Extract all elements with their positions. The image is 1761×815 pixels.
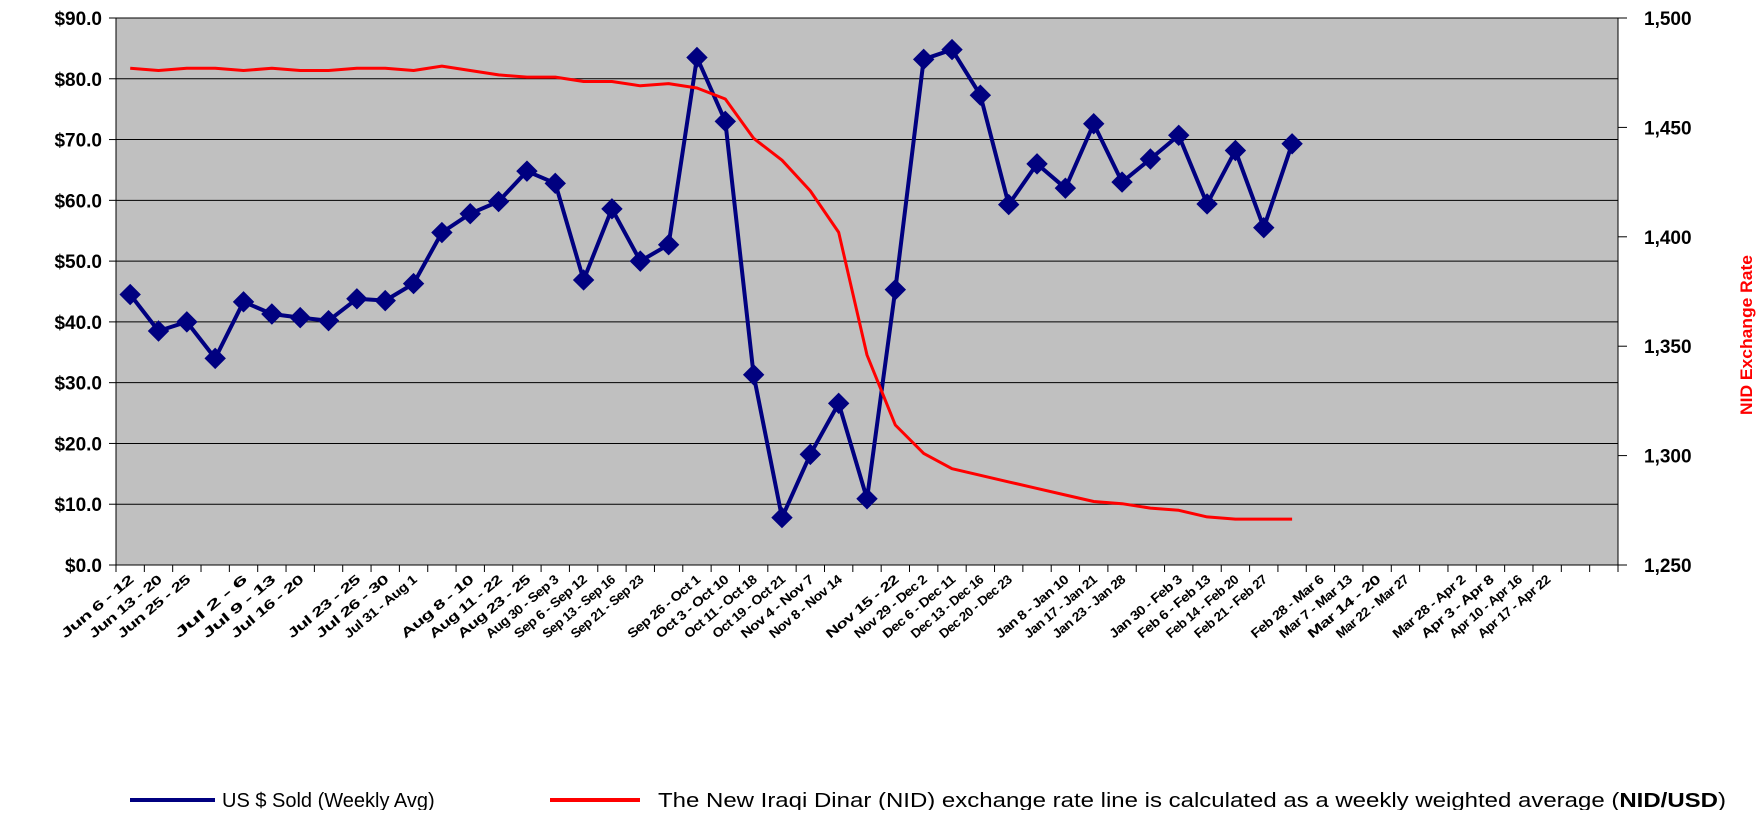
us-sold-marker — [856, 488, 878, 510]
legend: US $ Sold (Weekly Avg) The New Iraqi Din… — [130, 790, 1726, 812]
legend-label-nid-rate-pre: The New Iraqi Dinar (NID) exchange rate … — [658, 790, 1620, 810]
us-sold-marker — [431, 221, 453, 244]
us-sold-marker — [119, 283, 141, 306]
plot-area-background — [116, 18, 1618, 565]
legend-label-nid-rate-bold: NID/USD — [1619, 790, 1718, 810]
left-axis-tick-label: $60.0 — [54, 191, 102, 212]
us-sold-marker — [714, 110, 737, 133]
us-sold-marker — [572, 269, 595, 291]
left-axis-tick-label: $50.0 — [54, 252, 102, 273]
us-sold-marker — [204, 347, 226, 370]
us-sold-marker — [232, 291, 255, 313]
right-axis-tick-label: 1,250 — [1644, 556, 1692, 577]
us-sold-marker — [799, 443, 822, 466]
right-axis-ticks: 1,250 1,300 1,350 1,400 1,450 1,500 — [1618, 9, 1692, 577]
us-sold-marker — [487, 190, 510, 213]
us-sold-marker — [1026, 153, 1048, 175]
left-axis-tick-label: $40.0 — [54, 313, 102, 334]
us-sold-marker — [289, 306, 311, 329]
left-axis-tick-label: $30.0 — [54, 374, 102, 395]
us-sold-marker — [261, 303, 283, 325]
right-axis-label: NID Exchange Rate — [1737, 255, 1756, 415]
right-axis-tick-label: 1,400 — [1644, 228, 1692, 249]
us-sold-marker — [686, 46, 708, 69]
left-axis-tick-label: $0.0 — [65, 556, 102, 577]
us-sold-marker — [969, 84, 992, 106]
legend-label-nid-rate: The New Iraqi Dinar (NID) exchange rate … — [658, 790, 1726, 810]
us-sold-marker — [1054, 177, 1077, 199]
right-axis-tick-label: 1,350 — [1644, 337, 1692, 358]
us-sold-marker — [346, 288, 368, 310]
us-sold-marker — [374, 289, 396, 312]
left-axis-ticks: $0.0 $10.0 $20.0 $30.0 $40.0 $50.0 $60.0 $70.0 $… — [54, 9, 116, 577]
legend-label-nid-rate-post: ) — [1718, 790, 1726, 810]
left-axis-tick-label: $10.0 — [54, 495, 102, 516]
left-axis-tick-label: $90.0 — [54, 9, 102, 30]
us-sold-marker — [176, 311, 198, 333]
us-sold-marker — [147, 320, 170, 342]
us-sold-marker — [1168, 124, 1190, 147]
nid-exchange-rate-line — [130, 64, 1293, 521]
axes — [115, 18, 1619, 572]
us-sold-marker — [1083, 113, 1105, 135]
us-sold-marker — [771, 506, 793, 529]
left-axis-tick-label: $80.0 — [54, 70, 102, 91]
left-axis-tick-label: $70.0 — [54, 131, 102, 152]
us-sold-marker — [912, 48, 935, 71]
us-sold-marker — [516, 160, 538, 182]
right-axis-tick-label: 1,450 — [1644, 118, 1692, 139]
us-sold-marker — [544, 172, 566, 195]
us-sold-marker — [1111, 171, 1133, 193]
left-axis-tick-label: $20.0 — [54, 434, 102, 455]
us-sold-marker — [459, 202, 481, 225]
us-sold-marker — [1281, 133, 1303, 155]
us-sold-marker — [1196, 193, 1218, 215]
us-sold-marker — [402, 272, 425, 295]
us-sold-marker — [1253, 216, 1275, 239]
us-sold-marker — [742, 364, 765, 386]
us-sold-marker — [601, 198, 623, 220]
us-sold-marker — [629, 250, 651, 272]
right-axis-tick-label: 1,300 — [1644, 447, 1692, 468]
us-sold-marker — [997, 193, 1020, 216]
us-sold-marker — [1224, 139, 1247, 162]
us-sold-marker — [657, 233, 680, 256]
series-lines — [119, 38, 1303, 529]
us-sold-marker — [884, 278, 907, 301]
right-axis-tick-label: 1,500 — [1644, 9, 1692, 30]
us-sold-marker — [317, 309, 340, 332]
grid-lines — [116, 17, 1618, 505]
us-sold-marker — [941, 38, 963, 61]
us-sold-marker — [1139, 148, 1162, 170]
legend-label-us-sold: US $ Sold (Weekly Avg) — [222, 790, 435, 810]
us-sold-marker — [827, 392, 850, 415]
